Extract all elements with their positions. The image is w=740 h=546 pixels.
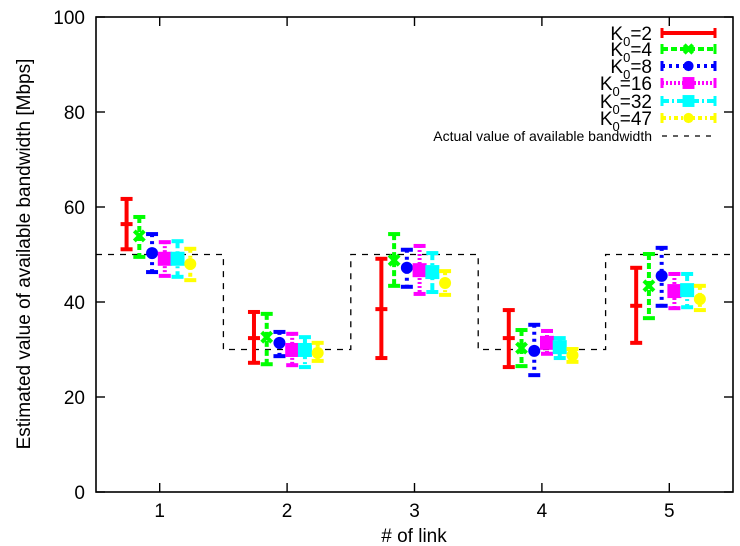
legend-item: K0=8 xyxy=(610,57,717,82)
errorbar xyxy=(170,239,185,279)
plot-area xyxy=(96,196,733,378)
x-tick-label: 4 xyxy=(537,501,548,522)
errorbar xyxy=(539,328,554,356)
errorbar xyxy=(260,311,274,367)
errorbar xyxy=(412,243,427,296)
errorbar xyxy=(528,322,541,378)
marker-circle xyxy=(693,293,706,306)
y-axis-title: Estimated value of available bandwidth [… xyxy=(14,59,35,450)
errorbar xyxy=(515,328,528,369)
errorbar xyxy=(566,347,579,364)
errorbar xyxy=(667,271,682,311)
marker-circle xyxy=(184,258,197,270)
legend-item: K0=47 xyxy=(600,109,717,134)
errorbar xyxy=(311,340,324,363)
marker-circle xyxy=(146,247,159,260)
errorbar xyxy=(400,247,413,289)
marker-square xyxy=(157,251,172,266)
marker-cross xyxy=(515,341,528,355)
legend-item: K0=2 xyxy=(610,24,717,49)
errorbar xyxy=(146,232,159,275)
legend-label: Actual value of available bandwidth xyxy=(433,128,652,144)
errorbar xyxy=(157,240,172,278)
legend-item: K0=32 xyxy=(600,92,717,117)
legend-label: K0=2 xyxy=(610,24,652,49)
legend-label: K0=4 xyxy=(610,40,652,65)
legend-label: K0=8 xyxy=(610,57,652,82)
marker-cross xyxy=(642,279,656,293)
marker-square xyxy=(297,342,312,357)
errorbar xyxy=(680,271,695,310)
actual-bandwidth-step-line xyxy=(96,253,733,351)
marker-cross xyxy=(682,43,695,55)
errorbar-series-k032 xyxy=(170,239,695,370)
x-axis-title: # of link xyxy=(381,526,447,546)
marker-circle xyxy=(311,346,324,359)
errorbar-series-k016 xyxy=(157,240,682,368)
marker-circle xyxy=(683,60,694,72)
errorbar xyxy=(630,265,643,345)
marker-cross xyxy=(132,229,146,243)
marker-circle xyxy=(655,269,668,282)
legend-item: K0=4 xyxy=(610,40,717,65)
errorbar xyxy=(425,251,440,295)
marker-cross xyxy=(260,330,274,344)
marker-circle xyxy=(683,112,694,124)
marker-square xyxy=(425,265,440,280)
marker-circle xyxy=(400,261,413,274)
errorbar-series-k02 xyxy=(120,196,643,370)
y-tick-label: 40 xyxy=(64,293,85,314)
ticks: 0 20 40 60 80 100 1 2 3 4 5 xyxy=(53,8,733,522)
x-tick-label: 2 xyxy=(282,501,293,522)
y-tick-label: 0 xyxy=(74,483,85,504)
errorbar xyxy=(297,335,312,370)
marker-square xyxy=(412,263,427,278)
errorbar xyxy=(387,232,401,288)
legend-item: K0=16 xyxy=(600,74,717,99)
errorbar xyxy=(552,336,567,361)
x-tick-label: 1 xyxy=(154,501,165,522)
marker-square xyxy=(552,340,567,355)
legend-label: K0=47 xyxy=(600,109,652,134)
y-tick-label: 100 xyxy=(53,8,85,29)
errorbar xyxy=(693,283,706,313)
errorbar xyxy=(655,245,668,308)
marker-circle xyxy=(528,344,541,357)
x-tick-label: 3 xyxy=(409,501,420,522)
marker-cross xyxy=(387,253,401,267)
errorbar xyxy=(184,246,197,283)
marker-square xyxy=(682,95,695,107)
errorbar-series-k047 xyxy=(184,246,706,364)
y-tick-label: 60 xyxy=(64,198,85,219)
errorbar xyxy=(375,256,388,361)
legend-item-actual: Actual value of available bandwidth xyxy=(433,128,715,144)
errorbar xyxy=(120,196,133,252)
errorbar xyxy=(502,308,515,370)
errorbar xyxy=(439,269,452,297)
errorbar xyxy=(642,252,656,321)
marker-square xyxy=(170,251,185,266)
legend-label: K0=16 xyxy=(600,74,652,99)
legend-label: K0=32 xyxy=(600,92,652,117)
marker-circle xyxy=(273,336,286,349)
marker-circle xyxy=(439,277,452,289)
marker-square xyxy=(680,283,695,298)
x-tick-label: 5 xyxy=(664,501,675,522)
errorbar-series-k08 xyxy=(146,232,668,378)
marker-square xyxy=(539,335,554,350)
marker-square xyxy=(682,77,695,89)
errorbar-series-k04 xyxy=(132,214,656,369)
y-tick-label: 20 xyxy=(64,388,85,409)
errorbar xyxy=(285,331,300,368)
marker-square xyxy=(667,284,682,299)
errorbar xyxy=(247,309,260,365)
marker-circle xyxy=(566,349,579,362)
errorbar xyxy=(132,214,146,259)
errorbar xyxy=(273,329,286,359)
y-tick-label: 80 xyxy=(64,103,85,124)
marker-square xyxy=(285,342,300,357)
